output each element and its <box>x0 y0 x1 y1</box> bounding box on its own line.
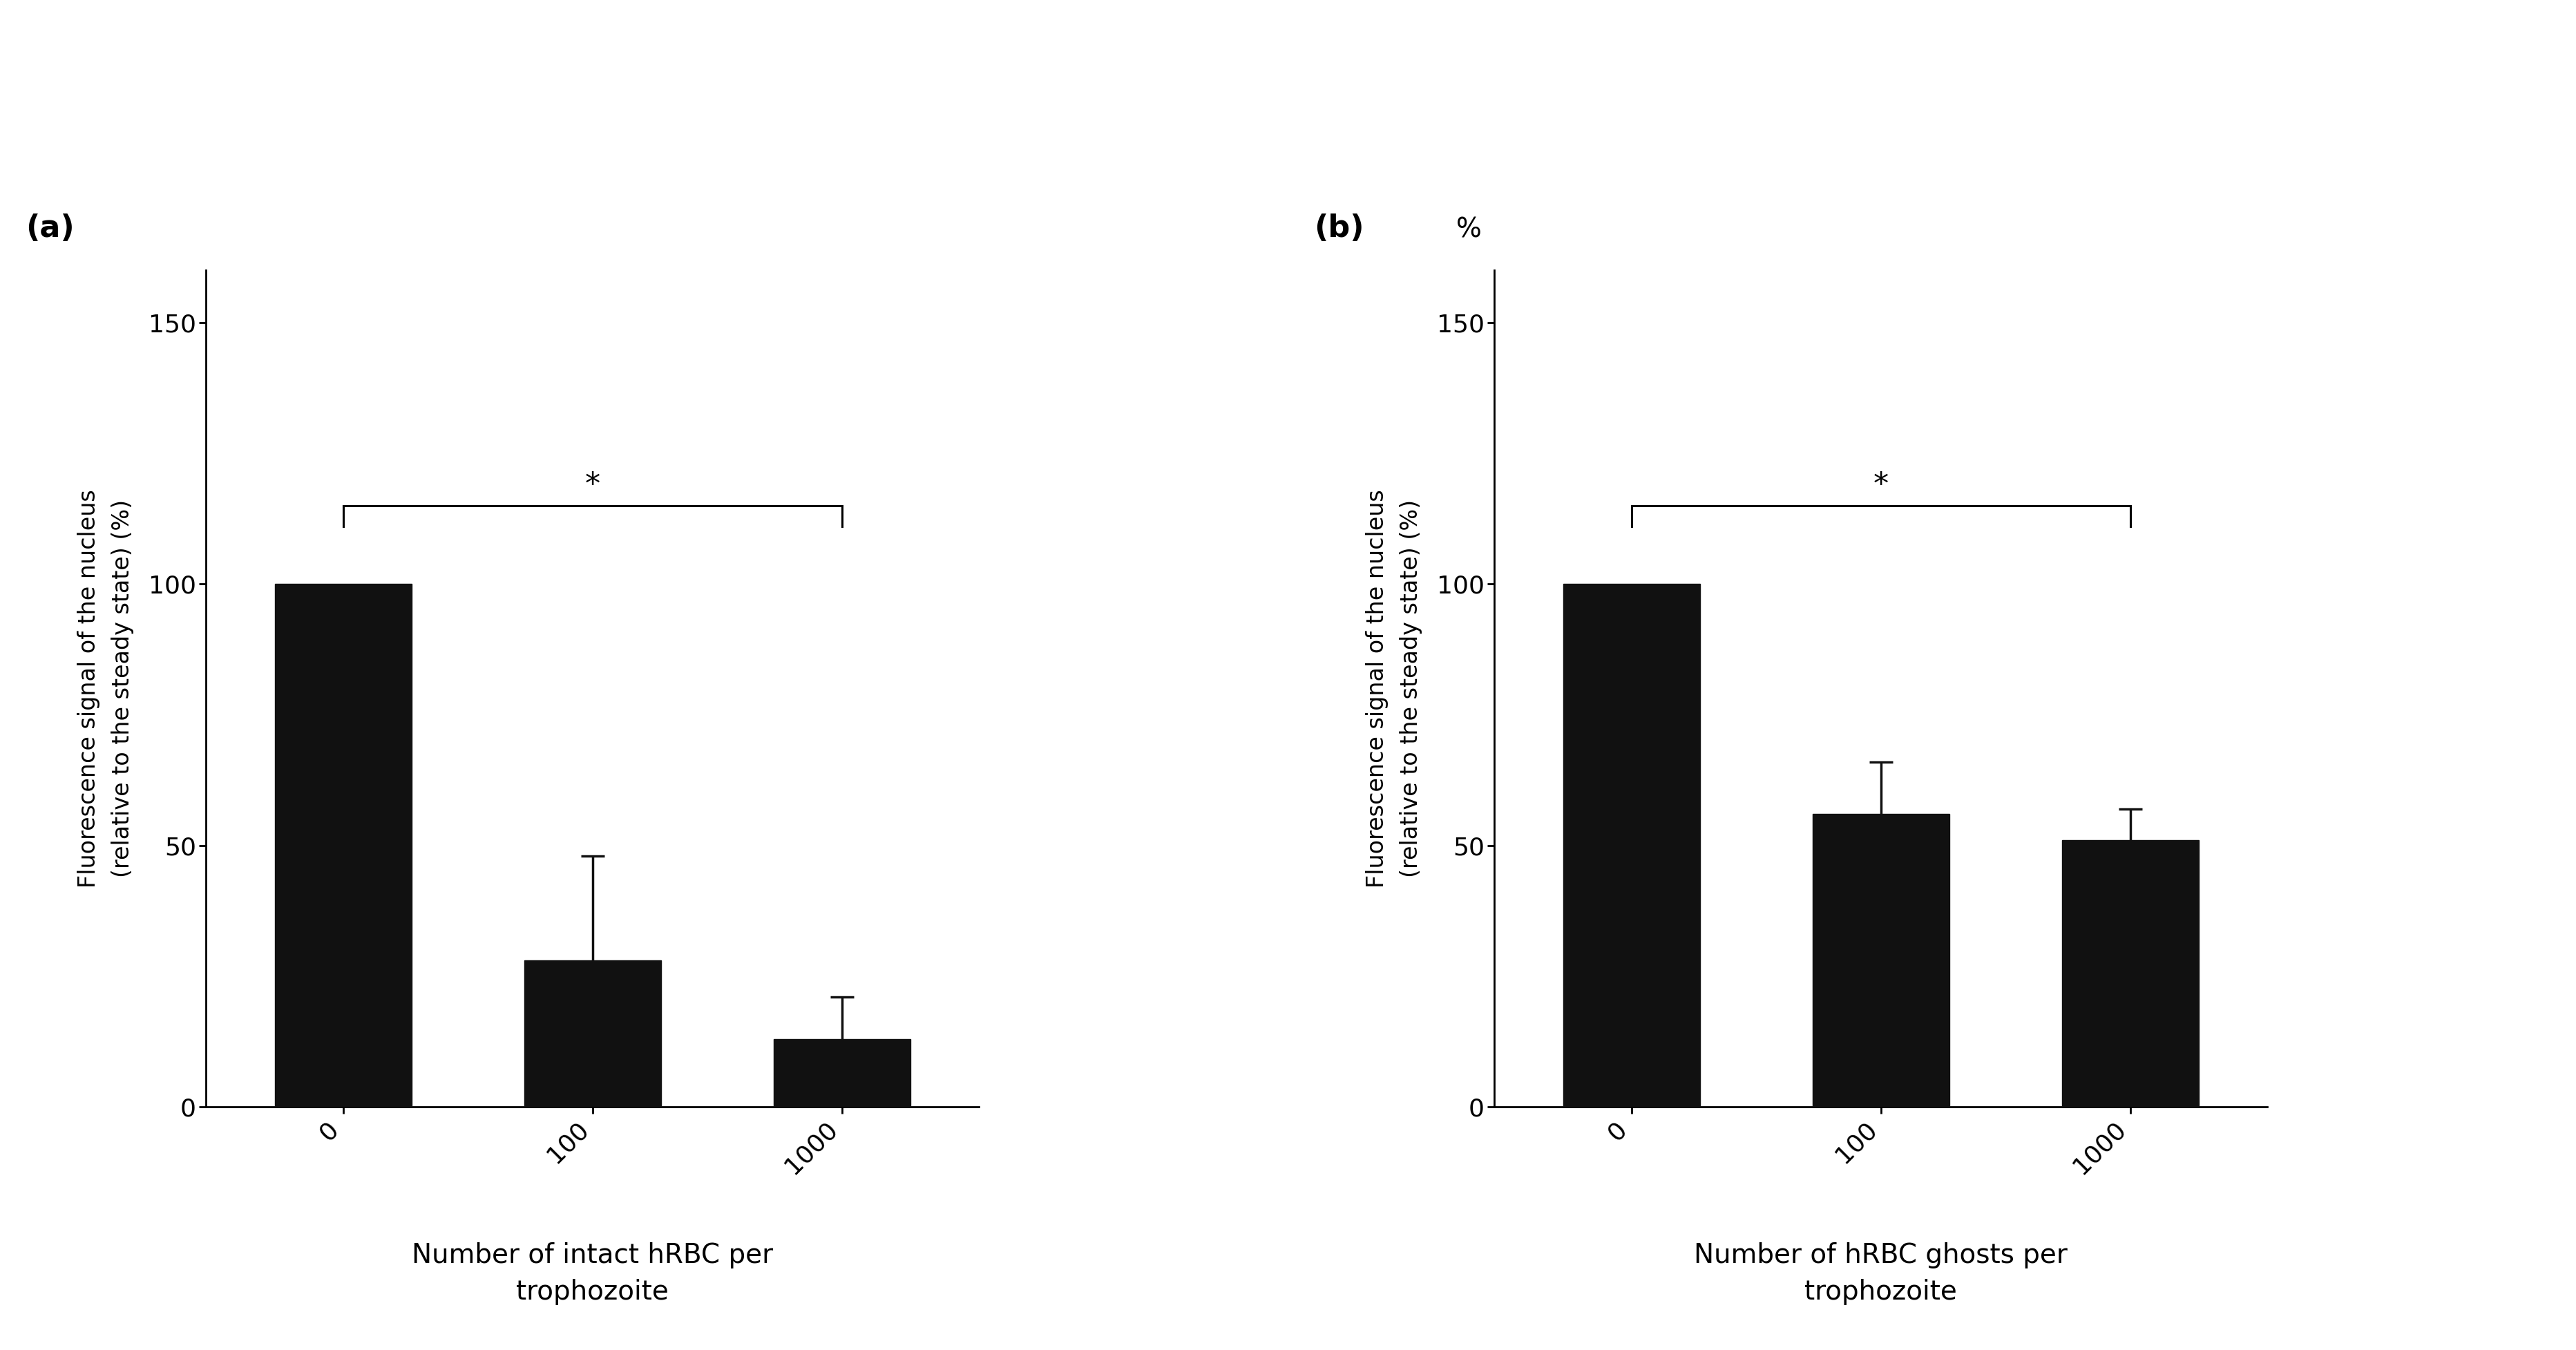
Y-axis label: Fluorescence signal of the nucleus
(relative to the steady state) (%): Fluorescence signal of the nucleus (rela… <box>77 489 134 888</box>
Bar <box>1811 814 1950 1107</box>
Bar <box>276 583 412 1107</box>
Text: (a): (a) <box>26 213 75 243</box>
Text: (b): (b) <box>1314 213 1363 243</box>
Text: Number of hRBC ghosts per
trophozoite: Number of hRBC ghosts per trophozoite <box>1692 1242 2069 1305</box>
Text: %: % <box>1455 217 1481 243</box>
Text: *: * <box>1873 470 1888 500</box>
Bar <box>523 961 662 1107</box>
Bar <box>2061 840 2197 1107</box>
Bar <box>773 1040 909 1107</box>
Text: *: * <box>585 470 600 500</box>
Y-axis label: Fluorescence signal of the nucleus
(relative to the steady state) (%): Fluorescence signal of the nucleus (rela… <box>1365 489 1422 888</box>
Bar <box>1564 583 1700 1107</box>
Text: Number of intact hRBC per
trophozoite: Number of intact hRBC per trophozoite <box>412 1242 773 1305</box>
